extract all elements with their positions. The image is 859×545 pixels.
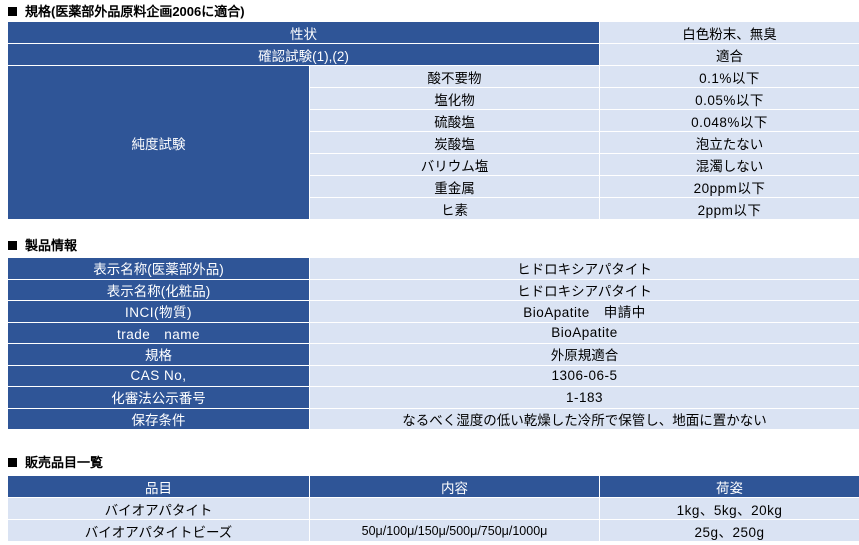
table-row: 性状 白色粉末、無臭 [7, 21, 859, 44]
spec-value: 白色粉末、無臭 [599, 21, 859, 44]
purity-item-value: 混濁しない [599, 153, 859, 176]
column-header-item: 品目 [7, 475, 310, 498]
product-label: 規格 [7, 343, 310, 366]
table-row: 化審法公示番号 1-183 [7, 386, 859, 409]
sales-content: 50μ/100μ/150μ/500μ/750μ/1000μ [309, 519, 600, 542]
purity-item-name: 炭酸塩 [309, 131, 600, 154]
sales-content [309, 497, 600, 520]
sales-section-title: 販売品目一覧 [8, 454, 103, 472]
column-header-package: 荷姿 [599, 475, 859, 498]
table-row: 純度試験 酸不要物 0.1%以下 [7, 65, 859, 220]
table-row: CAS No, 1306-06-5 [7, 364, 859, 387]
purity-item-value: 0.05%以下 [599, 87, 859, 110]
table-row: 重金属 20ppm以下 [8, 175, 859, 198]
sales-package: 1kg、5kg、20kg [599, 497, 859, 520]
purity-item-name: 重金属 [309, 175, 600, 198]
sales-table: 品目 内容 荷姿 バイオアパタイト 1kg、5kg、20kg バイオアパタイトビ… [7, 475, 859, 542]
table-row: 炭酸塩 泡立たない [8, 131, 859, 154]
spec-title-text: 規格(医薬部外品原料企画2006に適合) [25, 4, 245, 19]
product-value: 外原規適合 [309, 343, 859, 366]
column-header-content: 内容 [309, 475, 600, 498]
product-value: BioApatite 申請中 [309, 300, 859, 323]
purity-item-name: 塩化物 [309, 87, 600, 110]
purity-item-name: 酸不要物 [309, 65, 600, 88]
purity-item-value: 泡立たない [599, 131, 859, 154]
table-row: trade name BioApatite [7, 321, 859, 344]
product-title-text: 製品情報 [25, 238, 78, 253]
table-row: 塩化物 0.05%以下 [8, 87, 859, 110]
product-value: なるべく湿度の低い乾燥した冷所で保管し、地面に置かない [309, 407, 859, 430]
sales-item: バイオアパタイト [7, 497, 310, 520]
product-value: ヒドロキシアパタイト [309, 257, 859, 280]
product-label: trade name [7, 321, 310, 344]
product-label: INCI(物質) [7, 300, 310, 323]
spec-section-title: 規格(医薬部外品原料企画2006に適合) [8, 3, 245, 21]
spec-value: 適合 [599, 43, 859, 66]
purity-item-value: 0.1%以下 [599, 65, 859, 88]
table-row: ヒ素 2ppm以下 [8, 197, 859, 220]
sales-package: 25g、250g [599, 519, 859, 542]
product-section-title: 製品情報 [8, 237, 77, 255]
sales-item: バイオアパタイトビーズ [7, 519, 310, 542]
product-label: 表示名称(医薬部外品) [7, 257, 310, 280]
table-row: 確認試験(1),(2) 適合 [7, 43, 859, 66]
purity-item-value: 0.048%以下 [599, 109, 859, 132]
table-row: バイオアパタイト 1kg、5kg、20kg [7, 497, 859, 520]
spec-label: 性状 [7, 21, 600, 44]
table-header-row: 品目 内容 荷姿 [7, 475, 859, 498]
product-label: 化審法公示番号 [7, 386, 310, 409]
purity-item-value: 20ppm以下 [599, 175, 859, 198]
purity-test-label: 純度試験 [7, 65, 310, 220]
table-row: 規格 外原規適合 [7, 343, 859, 366]
product-value: 1306-06-5 [309, 364, 859, 387]
product-value: BioApatite [309, 321, 859, 344]
purity-item-name: 硫酸塩 [309, 109, 600, 132]
table-row: 保存条件 なるべく湿度の低い乾燥した冷所で保管し、地面に置かない [7, 407, 859, 430]
spec-table: 性状 白色粉末、無臭 確認試験(1),(2) 適合 純度試験 酸不要物 0.1%… [7, 21, 859, 220]
product-label: 保存条件 [7, 407, 310, 430]
product-value: ヒドロキシアパタイト [309, 278, 859, 301]
table-row: 表示名称(化粧品) ヒドロキシアパタイト [7, 278, 859, 301]
sales-title-text: 販売品目一覧 [25, 455, 104, 470]
product-value: 1-183 [309, 386, 859, 409]
table-row: 硫酸塩 0.048%以下 [8, 109, 859, 132]
table-row: バイオアパタイトビーズ 50μ/100μ/150μ/500μ/750μ/1000… [7, 519, 859, 542]
square-bullet-icon [8, 241, 17, 250]
square-bullet-icon [8, 7, 17, 16]
table-row: INCI(物質) BioApatite 申請中 [7, 300, 859, 323]
purity-item-name: バリウム塩 [309, 153, 600, 176]
table-row: 表示名称(医薬部外品) ヒドロキシアパタイト [7, 257, 859, 280]
purity-item-value: 2ppm以下 [599, 197, 859, 220]
purity-item-name: ヒ素 [309, 197, 600, 220]
square-bullet-icon [8, 458, 17, 467]
product-label: CAS No, [7, 364, 310, 387]
product-table: 表示名称(医薬部外品) ヒドロキシアパタイト 表示名称(化粧品) ヒドロキシアパ… [7, 257, 859, 430]
spec-label: 確認試験(1),(2) [7, 43, 600, 66]
product-label: 表示名称(化粧品) [7, 278, 310, 301]
